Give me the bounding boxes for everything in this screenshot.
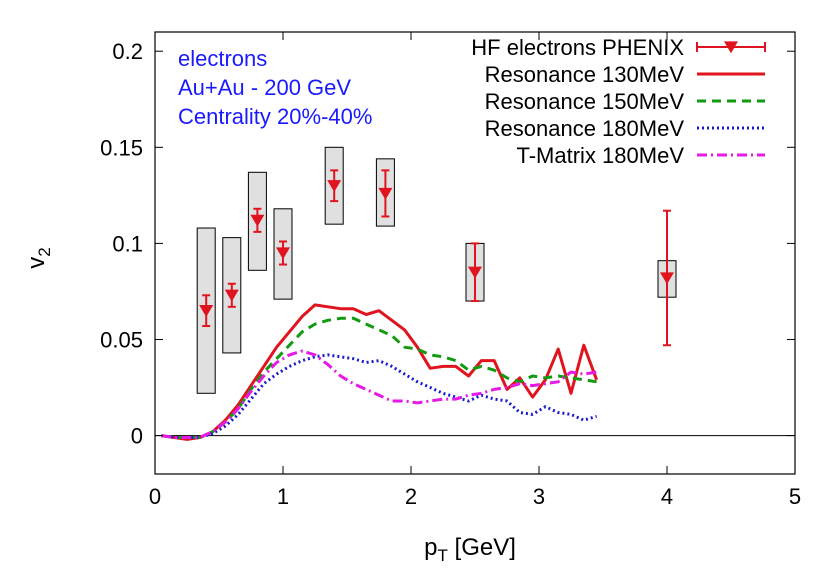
- data-point: [224, 289, 239, 302]
- x-tick-label: 4: [661, 484, 673, 509]
- y-tick-label: 0: [131, 424, 143, 449]
- data-point: [327, 180, 342, 193]
- x-tick-label: 0: [149, 484, 161, 509]
- legend-sample-marker: [724, 41, 738, 54]
- phenix-data-points: [199, 169, 674, 347]
- y-tick-label: 0.05: [100, 327, 143, 352]
- data-point: [660, 272, 674, 285]
- x-tick-label: 2: [405, 484, 417, 509]
- data-point: [468, 266, 482, 279]
- legend-label-res150: Resonance 150MeV: [485, 89, 685, 114]
- series-line: [161, 303, 599, 441]
- annotation-system: Au+Au - 200 GeV: [178, 75, 351, 100]
- annotation-particle: electrons: [178, 46, 267, 71]
- y-tick-label: 0.1: [112, 231, 143, 256]
- x-tick-label: 3: [533, 484, 545, 509]
- annotation-block: electrons Au+Au - 200 GeV Centrality 20%…: [178, 46, 372, 129]
- y-axis-title: v2: [23, 247, 54, 268]
- x-tick-label: 1: [277, 484, 289, 509]
- systematic-error-boxes: [196, 146, 677, 394]
- x-axis-title: pT [GeV]: [424, 534, 516, 565]
- model-curves: [161, 303, 599, 441]
- series-line: [161, 349, 597, 439]
- legend-samples: [696, 41, 766, 157]
- axis-ticks: 0 1 2 3 4 5 0 0.05 0.1 0.15 0.2: [100, 32, 801, 509]
- annotation-centrality: Centrality 20%-40%: [178, 104, 372, 129]
- legend-label-res180: Resonance 180MeV: [485, 116, 685, 141]
- legend-label-phenix: HF electrons PHENIX: [471, 35, 684, 60]
- legend-label-tmatrix: T-Matrix 180MeV: [517, 143, 685, 168]
- data-point: [250, 214, 265, 227]
- y-tick-label: 0.15: [100, 135, 143, 160]
- data-point: [276, 247, 290, 260]
- x-tick-label: 5: [789, 484, 801, 509]
- y-tick-label: 0.2: [112, 39, 143, 64]
- data-point: [378, 187, 393, 200]
- plot-frame: [154, 31, 796, 475]
- data-point: [199, 305, 214, 317]
- legend: HF electrons PHENIX Resonance 130MeV Res…: [471, 35, 766, 168]
- legend-label-res130: Resonance 130MeV: [485, 62, 685, 87]
